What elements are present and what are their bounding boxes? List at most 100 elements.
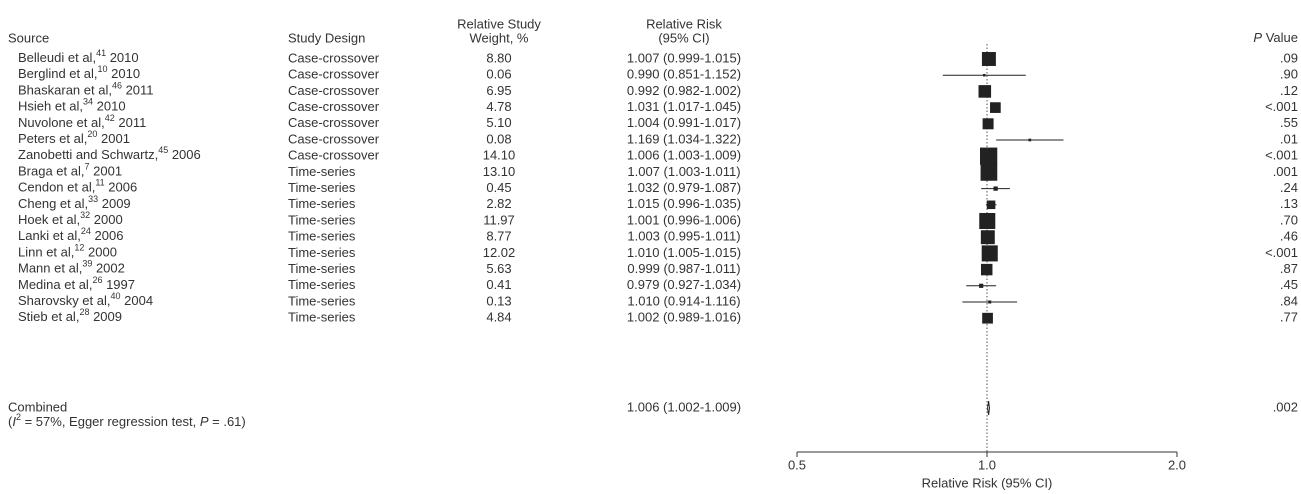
source-name: Mann et al, [18, 261, 82, 276]
study-box [990, 102, 1001, 113]
note-part: 2 [16, 412, 21, 422]
weight: 6.95 [486, 83, 511, 98]
source: Braga et al,7 2001 [18, 162, 122, 179]
reference: 7 [85, 162, 90, 172]
year: 2000 [84, 245, 117, 260]
relative-risk: 0.990 (0.851-1.152) [627, 67, 741, 82]
reference: 10 [98, 65, 108, 75]
relative-risk: 1.004 (0.991-1.017) [627, 115, 741, 130]
header-part: Value [1262, 30, 1298, 45]
weight: 0.45 [486, 180, 511, 195]
source-name: Sharovsky et al, [18, 293, 111, 308]
source: Hoek et al,32 2000 [18, 210, 123, 227]
design: Case-crossover [288, 83, 380, 98]
design: Case-crossover [288, 67, 380, 82]
source: Belleudi et al,41 2010 [18, 48, 139, 65]
weight: 12.02 [483, 245, 516, 260]
year: 2004 [121, 293, 154, 308]
year: 2006 [105, 180, 138, 195]
weight: 8.80 [486, 50, 511, 65]
source: Linn et al,12 2000 [18, 243, 117, 260]
reference: 45 [158, 146, 168, 156]
year: 2011 [122, 83, 154, 98]
year: 2009 [98, 196, 131, 211]
relative-risk: 1.015 (0.996-1.035) [627, 196, 741, 211]
x-tick-label: 1.0 [978, 457, 996, 472]
p-value: .001 [1273, 164, 1298, 179]
column-header: Study Design [288, 30, 365, 45]
relative-risk: 1.010 (1.005-1.015) [627, 245, 741, 260]
study-box [980, 164, 998, 181]
study-box [981, 52, 996, 66]
note-part: = .61) [209, 414, 246, 429]
weight: 4.78 [486, 99, 511, 114]
weight: 0.13 [486, 293, 511, 308]
reference: 32 [80, 210, 90, 220]
design: Case-crossover [288, 50, 380, 65]
reference: 11 [95, 178, 104, 188]
study-box [980, 263, 993, 276]
reference: 26 [92, 275, 102, 285]
p-value: .45 [1280, 277, 1298, 292]
design: Case-crossover [288, 131, 380, 146]
p-value: .002 [1273, 399, 1298, 414]
reference: 33 [88, 194, 98, 204]
p-value: <.001 [1265, 99, 1298, 114]
p-value: .46 [1280, 229, 1298, 244]
source: Cendon et al,11 2006 [18, 178, 137, 195]
reference: 40 [111, 291, 121, 301]
relative-risk: 1.032 (0.979-1.087) [627, 180, 741, 195]
relative-risk: 1.169 (1.034-1.322) [627, 131, 741, 146]
year: 2011 [115, 115, 147, 130]
p-value: <.001 [1265, 245, 1298, 260]
study-box [982, 73, 986, 77]
p-value: .09 [1280, 50, 1298, 65]
source-name: Linn et al, [18, 245, 74, 260]
study-box [982, 118, 994, 130]
design: Case-crossover [288, 148, 380, 163]
p-value: .24 [1280, 180, 1298, 195]
weight: 13.10 [483, 164, 516, 179]
source: Cheng et al,33 2009 [18, 194, 131, 211]
reference: 20 [87, 129, 97, 139]
combined-diamond [987, 400, 990, 416]
design: Case-crossover [288, 99, 380, 114]
reference: 24 [81, 227, 91, 237]
design: Time-series [288, 245, 356, 260]
year: 2006 [168, 148, 201, 163]
relative-risk: 0.992 (0.982-1.002) [627, 83, 741, 98]
source: Bhaskaran et al,46 2011 [18, 81, 154, 98]
design: Time-series [288, 229, 356, 244]
weight: 0.08 [486, 131, 511, 146]
column-header: Source [8, 30, 49, 45]
design: Time-series [288, 212, 356, 227]
year: 2000 [90, 212, 123, 227]
study-box [980, 230, 995, 245]
weight: 8.77 [486, 229, 511, 244]
source: Peters et al,20 2001 [18, 129, 130, 146]
x-tick-label: 2.0 [1168, 457, 1186, 472]
note-part: = 57%, Egger regression test, [21, 414, 200, 429]
weight: 5.63 [486, 261, 511, 276]
source-name: Bhaskaran et al, [18, 83, 112, 98]
relative-risk: 1.001 (0.996-1.006) [627, 212, 741, 227]
year: 2009 [89, 310, 122, 325]
p-value: .12 [1280, 83, 1298, 98]
year: 2001 [90, 164, 123, 179]
reference: 34 [83, 97, 93, 107]
p-value: <.001 [1265, 148, 1298, 163]
weight: 4.84 [486, 310, 511, 325]
p-value: .84 [1280, 293, 1298, 308]
design: Time-series [288, 180, 356, 195]
relative-risk: 1.010 (0.914-1.116) [627, 293, 740, 308]
weight: 0.06 [486, 67, 511, 82]
weight: 14.10 [483, 148, 516, 163]
source-name: Stieb et al, [18, 310, 79, 325]
relative-risk: 1.007 (0.999-1.015) [627, 50, 741, 65]
design: Time-series [288, 277, 356, 292]
relative-risk: 1.003 (0.995-1.011) [627, 229, 740, 244]
design: Time-series [288, 310, 356, 325]
source-name: Medina et al, [18, 277, 92, 292]
source: Mann et al,39 2002 [18, 259, 125, 276]
year: 2010 [106, 50, 139, 65]
